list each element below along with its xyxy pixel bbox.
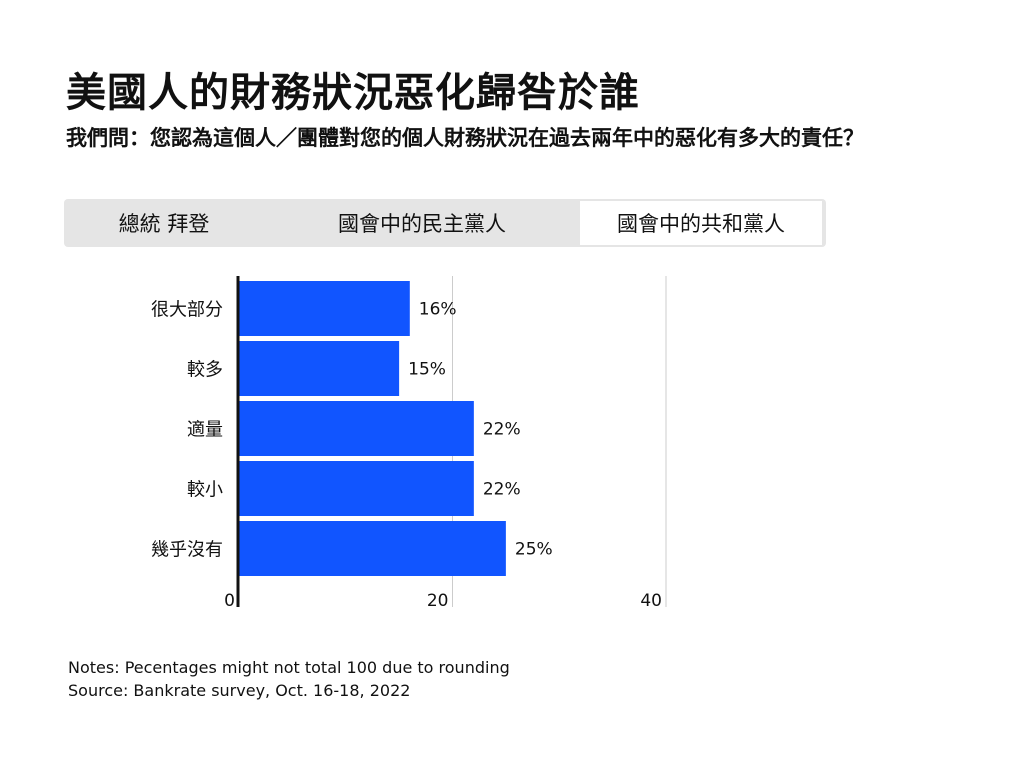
tab-congress-republicans[interactable]: 國會中的共和黨人: [580, 201, 822, 245]
x-tick-label: 0: [224, 591, 235, 611]
bar-2: [239, 401, 474, 456]
tab-president-biden[interactable]: 總統 拜登: [118, 212, 210, 236]
value-label: 25%: [515, 540, 553, 560]
value-label: 22%: [483, 480, 521, 500]
x-tick-label: 40: [640, 591, 662, 611]
value-label: 16%: [419, 300, 457, 320]
value-label: 15%: [408, 360, 446, 380]
category-label: 適量: [187, 420, 223, 441]
chart-title: 美國人的財務狀況惡化歸咎於誰: [66, 70, 640, 116]
chart-notes: Notes: Pecentages might not total 100 du…: [68, 656, 510, 702]
bar-1: [239, 341, 400, 396]
x-tick-label: 20: [427, 591, 449, 611]
bar-4: [239, 521, 506, 576]
bar-0: [239, 281, 410, 336]
source-text: Source: Bankrate survey, Oct. 16-18, 202…: [68, 681, 411, 700]
tab-congress-democrats[interactable]: 國會中的民主黨人: [338, 212, 506, 236]
chart-subtitle: 我們問：您認為這個人／團體對您的個人財務狀況在過去兩年中的惡化有多大的責任？: [66, 126, 864, 150]
value-label: 22%: [483, 420, 521, 440]
category-label: 幾乎沒有: [151, 540, 223, 561]
category-label: 較多: [187, 360, 223, 381]
tab-bar: 總統 拜登 國會中的民主黨人 國會中的共和黨人: [64, 199, 826, 247]
notes-text: Notes: Pecentages might not total 100 du…: [68, 658, 510, 677]
bar-3: [239, 461, 474, 516]
category-label: 很大部分: [151, 300, 223, 321]
category-label: 較小: [187, 480, 223, 501]
